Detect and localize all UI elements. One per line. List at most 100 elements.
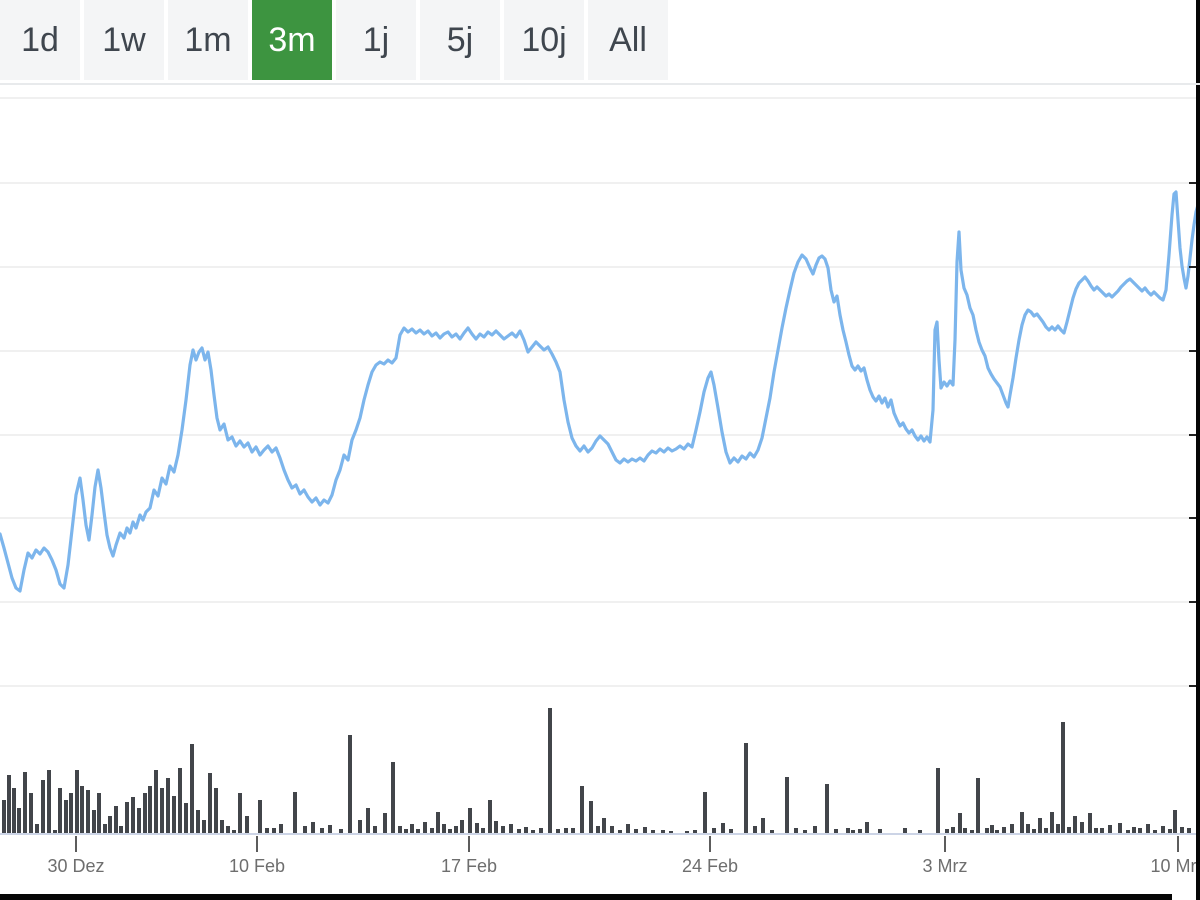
volume-bar xyxy=(985,828,989,834)
volume-bar xyxy=(119,826,123,834)
volume-bar xyxy=(69,793,73,834)
volume-bar xyxy=(53,830,57,834)
volume-bar xyxy=(651,830,655,834)
volume-bar xyxy=(1187,828,1191,834)
volume-bar xyxy=(303,826,307,834)
volume-bar xyxy=(1050,812,1054,834)
range-button-5j[interactable]: 5j xyxy=(420,0,500,80)
volume-bar xyxy=(1168,829,1172,834)
volume-bar xyxy=(1020,812,1024,834)
volume-bar xyxy=(803,830,807,834)
volume-bar xyxy=(509,824,513,834)
range-button-all[interactable]: All xyxy=(588,0,668,80)
volume-bar xyxy=(571,828,575,834)
volume-bar xyxy=(524,827,528,834)
volume-bar xyxy=(184,803,188,834)
volume-bar xyxy=(990,825,994,834)
volume-bar xyxy=(794,828,798,834)
volume-bar xyxy=(64,800,68,834)
volume-bar xyxy=(729,829,733,834)
volume-bar xyxy=(348,735,352,834)
volume-bar xyxy=(744,743,748,834)
volume-bar xyxy=(564,828,568,834)
volume-bar xyxy=(602,818,606,834)
volume-bar xyxy=(945,829,949,834)
range-button-10j[interactable]: 10j xyxy=(504,0,584,80)
volume-bar xyxy=(232,830,236,834)
range-button-1j[interactable]: 1j xyxy=(336,0,416,80)
volume-bar xyxy=(245,816,249,834)
volume-bar xyxy=(918,830,922,834)
volume-bar xyxy=(293,792,297,834)
volume-bar xyxy=(468,808,472,834)
volume-bar xyxy=(589,801,593,834)
volume-bar xyxy=(103,824,107,834)
volume-bar xyxy=(47,770,51,834)
volume-bar xyxy=(436,812,440,834)
volume-bar xyxy=(610,826,614,834)
volume-bar xyxy=(669,831,673,834)
bottom-scrollbar[interactable] xyxy=(0,894,1172,900)
volume-bar xyxy=(976,778,980,834)
range-button-3m[interactable]: 3m xyxy=(252,0,332,80)
right-edge-scrollbar[interactable] xyxy=(1196,0,1200,900)
volume-bar xyxy=(148,786,152,834)
volume-bar xyxy=(190,744,194,834)
price-line xyxy=(0,190,1200,593)
volume-bar xyxy=(970,830,974,834)
volume-bar xyxy=(454,826,458,834)
volume-bar xyxy=(703,792,707,834)
volume-bar xyxy=(460,820,464,834)
volume-bar xyxy=(226,826,230,834)
volume-bar xyxy=(373,826,377,834)
volume-bar xyxy=(137,808,141,834)
volume-bar xyxy=(7,775,11,834)
volume-bar xyxy=(80,786,84,834)
volume-bar xyxy=(238,793,242,834)
volume-bar xyxy=(410,824,414,834)
toolbar-divider xyxy=(0,83,1200,85)
volume-bar xyxy=(1126,830,1130,834)
volume-bar xyxy=(35,824,39,834)
volume-bar xyxy=(951,827,955,834)
range-button-1w[interactable]: 1w xyxy=(84,0,164,80)
volume-bar xyxy=(1180,827,1184,834)
volume-bar xyxy=(97,793,101,834)
volume-bar xyxy=(398,826,402,834)
x-axis-label: 17 Feb xyxy=(441,856,497,876)
volume-bar xyxy=(125,802,129,834)
volume-bar xyxy=(391,762,395,834)
volume-bar xyxy=(220,820,224,834)
x-axis-line xyxy=(0,833,1196,835)
x-axis-label: 30 Dez xyxy=(47,856,104,876)
range-button-1d[interactable]: 1d xyxy=(0,0,80,80)
volume-bar xyxy=(488,800,492,834)
volume-bar xyxy=(258,800,262,834)
volume-bar xyxy=(936,768,940,834)
volume-bar xyxy=(626,824,630,834)
range-button-1m[interactable]: 1m xyxy=(168,0,248,80)
volume-bar xyxy=(643,827,647,834)
volume-bar xyxy=(958,813,962,834)
x-axis-label: 3 Mrz xyxy=(923,856,968,876)
volume-bar xyxy=(721,823,725,834)
volume-bar xyxy=(404,829,408,834)
volume-bar xyxy=(556,829,560,834)
volume-bar xyxy=(416,829,420,834)
volume-bar xyxy=(172,796,176,834)
volume-bar xyxy=(12,788,16,834)
volume-bar xyxy=(995,830,999,834)
volume-bar xyxy=(1138,828,1142,834)
volume-bar xyxy=(1038,818,1042,834)
volume-bar xyxy=(196,810,200,834)
volume-bar xyxy=(878,829,882,834)
volume-bar xyxy=(865,822,869,834)
volume-bar xyxy=(1073,816,1077,834)
volume-bar xyxy=(448,829,452,834)
x-axis-label: 10 Feb xyxy=(229,856,285,876)
volume-bar xyxy=(17,808,21,834)
volume-bar xyxy=(108,816,112,834)
volume-bar xyxy=(661,830,665,834)
